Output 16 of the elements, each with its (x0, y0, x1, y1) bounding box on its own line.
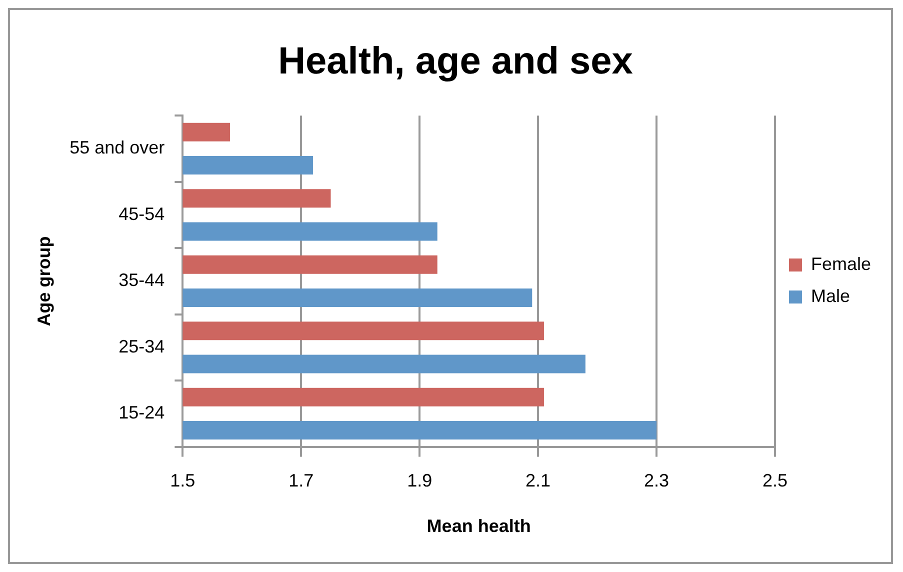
x-tick-label: 2.3 (644, 470, 670, 491)
y-tick-label: 45-54 (118, 204, 165, 224)
y-axis-title: Age group (34, 236, 54, 326)
y-tick-label: 25-34 (118, 336, 165, 356)
x-tick-label: 1.9 (407, 470, 432, 491)
x-tick-label: 2.5 (762, 470, 788, 491)
legend-label: Male (810, 286, 850, 306)
y-tick-label: 55 and over (70, 138, 165, 158)
y-tick-label: 15-24 (118, 402, 165, 423)
x-axis-title: Mean health (426, 516, 531, 536)
x-tick-label: 1.5 (170, 470, 196, 491)
x-tick-label: 1.7 (288, 470, 314, 491)
chart-title: Health, age and sex (278, 40, 633, 82)
y-tick-label: 35-44 (118, 270, 165, 290)
x-tick-label: 2.1 (526, 470, 551, 491)
legend-label: Female (810, 254, 872, 274)
